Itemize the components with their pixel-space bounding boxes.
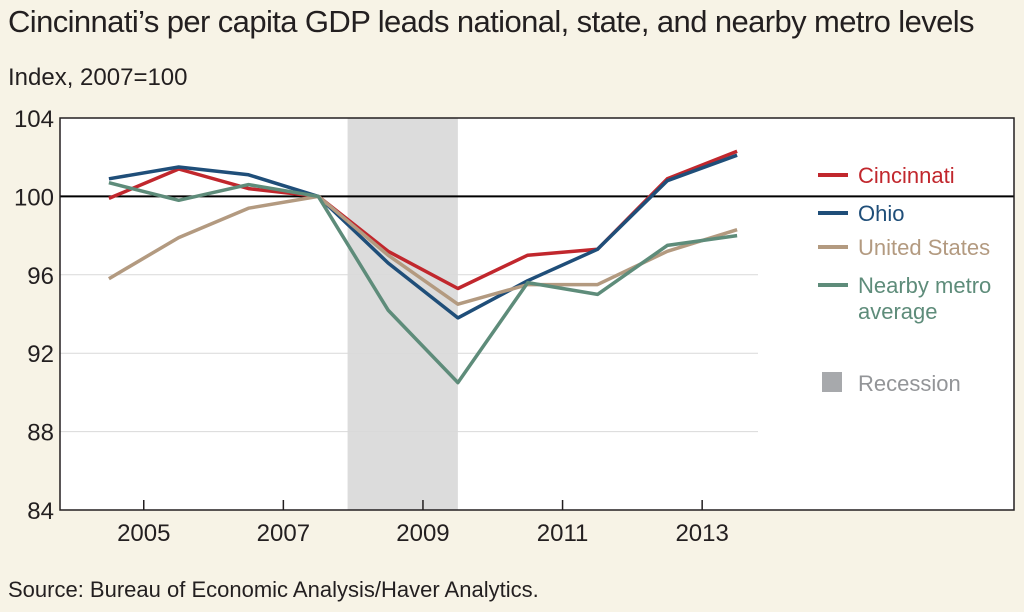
x-tick-label: 2013 — [675, 520, 728, 547]
x-tick-label: 2007 — [257, 520, 310, 547]
x-tick-label: 2005 — [117, 520, 170, 547]
x-tick-label: 2011 — [537, 520, 589, 547]
series-line-ohio — [108, 153, 738, 320]
y-tick-label: 100 — [14, 184, 54, 211]
y-tick-label: 88 — [27, 420, 54, 447]
plot-background — [60, 118, 1014, 510]
legend-label-nearby-metro-average: Nearby metro average — [858, 273, 991, 324]
chart-title: Cincinnati’s per capita GDP leads nation… — [8, 4, 975, 39]
y-tick-label: 96 — [27, 263, 54, 290]
series-line-nearby-metro-average — [108, 181, 738, 385]
recession-band — [347, 118, 458, 510]
legend-label-united-states: United States — [858, 235, 990, 260]
legend-label-cincinnati: Cincinnati — [858, 163, 955, 188]
legend-label-recession: Recession — [858, 371, 961, 396]
y-tick-label: 92 — [27, 341, 54, 368]
plot-frame — [59, 117, 1015, 511]
source-note: Source: Bureau of Economic Analysis/Have… — [8, 577, 539, 602]
y-tick-label: 84 — [27, 498, 54, 525]
legend-label-ohio: Ohio — [858, 201, 904, 226]
legend-swatch-recession — [822, 372, 842, 392]
x-tick-label: 2009 — [396, 520, 449, 547]
y-tick-label: 104 — [14, 106, 54, 133]
y-axis-label: Index, 2007=100 — [8, 64, 188, 91]
